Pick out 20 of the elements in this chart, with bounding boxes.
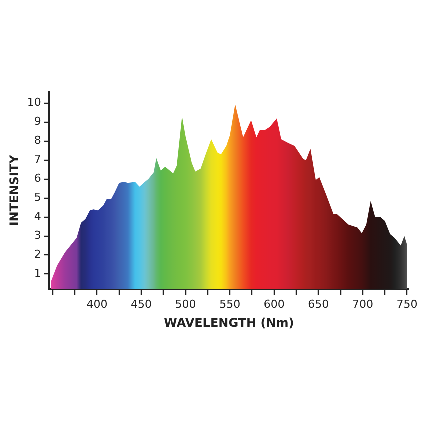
y-tick-label: 10 bbox=[27, 96, 42, 110]
x-tick-label: 450 bbox=[131, 298, 152, 311]
x-tick-label: 650 bbox=[308, 298, 330, 311]
y-tick-label: 2 bbox=[34, 248, 42, 262]
x-tick-label: 750 bbox=[396, 298, 418, 311]
y-tick-label: 9 bbox=[34, 115, 42, 128]
y-tick-label: 8 bbox=[34, 134, 42, 148]
y-tick-label: 7 bbox=[34, 153, 42, 166]
x-tick-label: 700 bbox=[352, 298, 374, 311]
x-axis-title: WAVELENGTH (Nm) bbox=[164, 316, 294, 330]
x-tick-label: 500 bbox=[175, 298, 196, 311]
y-tick-label: 5 bbox=[34, 191, 42, 204]
y-tick-label: 3 bbox=[34, 229, 42, 242]
x-tick-label: 600 bbox=[264, 298, 285, 311]
y-axis-title: INTENSITY bbox=[7, 154, 22, 226]
x-tick-label: 550 bbox=[220, 298, 241, 311]
y-tick-label: 6 bbox=[34, 172, 42, 186]
y-tick-label: 1 bbox=[34, 267, 42, 280]
y-tick-label: 4 bbox=[34, 210, 42, 224]
x-tick-label: 400 bbox=[86, 298, 108, 311]
